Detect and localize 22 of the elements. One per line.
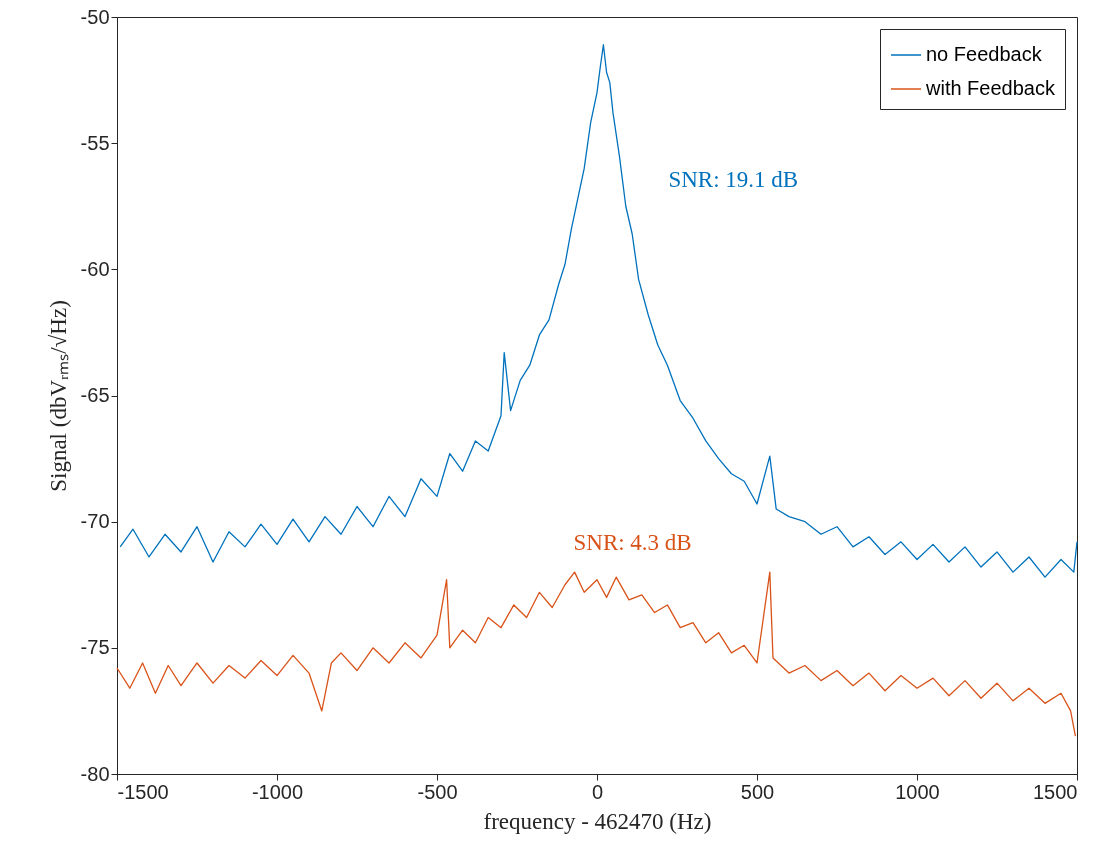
legend-label: with Feedback bbox=[925, 77, 1056, 99]
legend-label: no Feedback bbox=[926, 43, 1043, 65]
x-tick-label: 500 bbox=[740, 780, 775, 803]
x-axis-title: frequency - 462470 (Hz) bbox=[483, 808, 712, 834]
x-tick-label: -1500 bbox=[117, 780, 169, 803]
x-tick-label: -500 bbox=[417, 780, 458, 803]
y-tick-label: -70 bbox=[80, 510, 110, 533]
y-tick-label: -50 bbox=[80, 5, 110, 28]
line-series bbox=[116, 571, 1077, 737]
y-tick-label: -75 bbox=[80, 636, 110, 659]
annotation: SNR: 19.1 dB bbox=[668, 166, 799, 192]
y-tick-label: -60 bbox=[80, 257, 110, 280]
y-tick-label: -80 bbox=[80, 762, 110, 785]
y-axis-title: Signal (dbVᵣₘₛ/√Hz) bbox=[45, 300, 71, 492]
x-tick-label: 1500 bbox=[1033, 780, 1078, 803]
x-tick-label: 1000 bbox=[895, 780, 940, 803]
x-tick-label: -1000 bbox=[251, 780, 304, 803]
x-tick-label: 0 bbox=[591, 780, 604, 803]
line-series bbox=[119, 44, 1078, 578]
y-tick-label: -65 bbox=[80, 384, 110, 406]
annotation: SNR: 4.3 dB bbox=[573, 530, 692, 556]
y-tick-label: -55 bbox=[80, 131, 110, 154]
